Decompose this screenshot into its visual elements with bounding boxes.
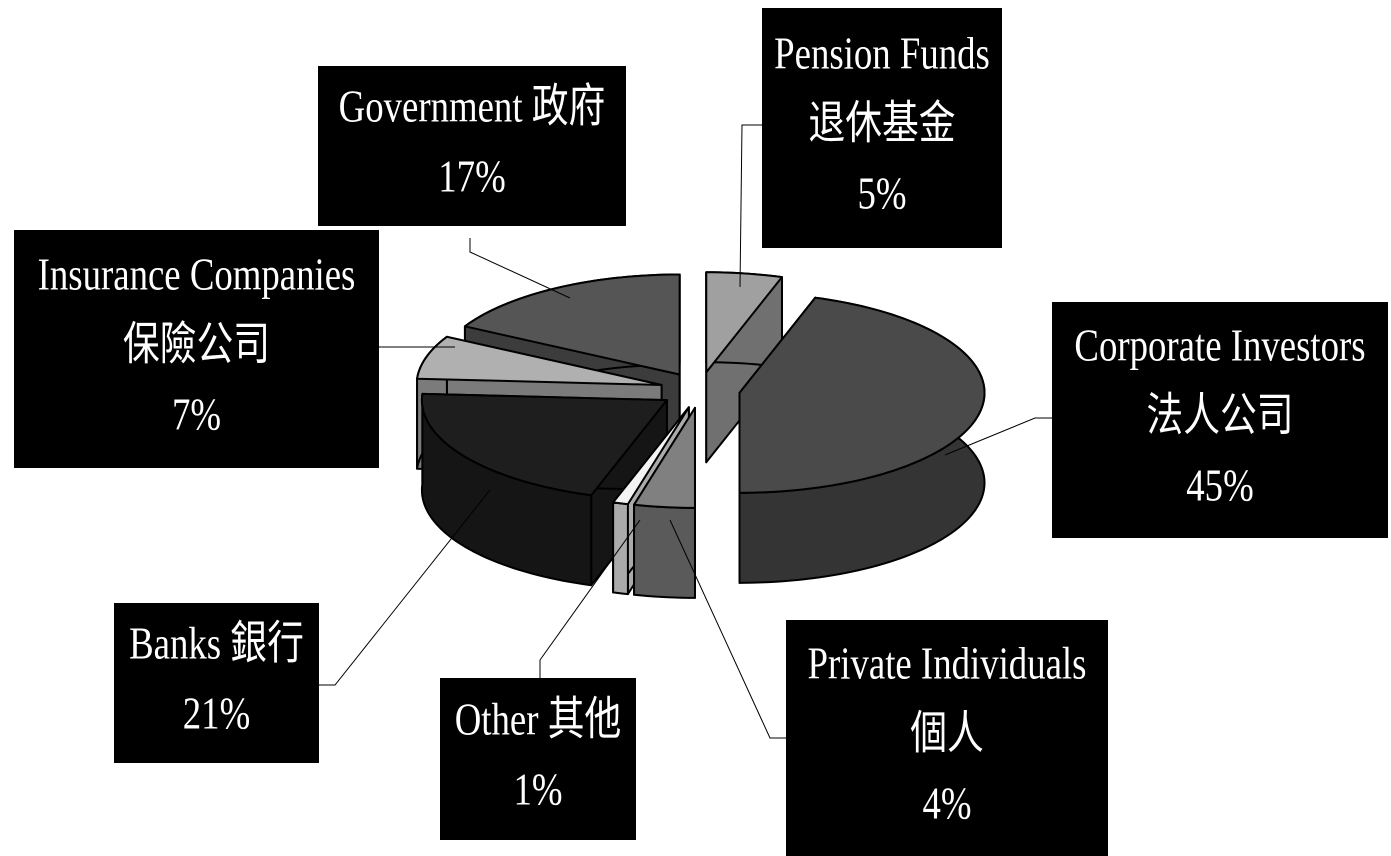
slice-top	[705, 271, 783, 374]
leader-line	[739, 124, 762, 288]
label-line: Corporate Investors	[1074, 321, 1365, 372]
data-label: Private Individuals 個人 4%	[786, 620, 1108, 856]
pie-slice	[420, 392, 668, 587]
pie	[416, 271, 986, 599]
value-label: 45%	[1186, 461, 1253, 512]
pie-slice	[738, 296, 986, 584]
label-box	[440, 678, 636, 840]
label-line: 45%	[1186, 461, 1253, 512]
slice-top	[420, 392, 668, 497]
slice-top	[463, 273, 681, 376]
label-box	[14, 230, 379, 468]
value-label: 21%	[183, 689, 250, 740]
slice-top	[633, 406, 696, 509]
slice-top	[612, 406, 690, 506]
label-line: 4%	[922, 779, 971, 830]
category-label: Private Individuals	[808, 639, 1087, 690]
category-label: 法人公司	[1146, 391, 1293, 442]
category-label: Government 政府	[339, 81, 606, 133]
leader-line	[539, 519, 641, 678]
label-line: 法人公司	[1146, 391, 1293, 442]
label-box	[786, 620, 1108, 856]
leader-line	[669, 519, 786, 739]
data-label: Government 政府 17%	[318, 66, 626, 226]
value-label: 5%	[857, 169, 906, 220]
label-line: Other 其他	[455, 695, 622, 746]
value-label: 1%	[513, 765, 562, 816]
category-label: Insurance Companies	[38, 250, 356, 301]
label-line: Insurance Companies	[38, 250, 356, 301]
slice-wall	[633, 503, 696, 599]
data-label: Banks 銀行 21%	[114, 603, 319, 763]
pie-slice	[633, 406, 696, 599]
label-box	[1052, 302, 1388, 538]
leader-line	[319, 489, 491, 686]
label-line: 保險公司	[123, 319, 270, 371]
value-label: 7%	[172, 390, 221, 441]
data-label: Pension Funds 退休基金 5%	[762, 8, 1002, 248]
data-label: Insurance Companies 保險公司 7%	[14, 230, 379, 468]
label-line: 退休基金	[808, 98, 955, 150]
label-line: 7%	[172, 390, 221, 441]
category-label: Corporate Investors	[1074, 321, 1365, 372]
data-label: Corporate Investors 法人公司 45%	[1052, 302, 1388, 538]
data-label: Other 其他 1%	[440, 678, 636, 840]
slice-top	[738, 296, 986, 494]
label-line: Government 政府	[339, 81, 606, 133]
label-line: 個人	[910, 709, 984, 760]
label-line: 21%	[183, 689, 250, 740]
label-box	[114, 603, 319, 763]
leader-line	[944, 417, 1052, 456]
category-label: Other 其他	[455, 695, 622, 746]
category-label: 保險公司	[123, 319, 270, 371]
label-line: 17%	[438, 152, 505, 203]
leader-line	[469, 238, 571, 299]
label-box	[762, 8, 1002, 248]
label-line: 5%	[857, 169, 906, 220]
label-line: Pension Funds	[774, 29, 990, 80]
label-line: Banks 銀行	[129, 619, 304, 670]
category-label: Banks 銀行	[129, 619, 304, 670]
value-label: 17%	[438, 152, 505, 203]
value-label: 4%	[922, 779, 971, 830]
category-label: 個人	[910, 709, 984, 760]
label-box	[318, 66, 626, 226]
category-label: Pension Funds	[774, 29, 990, 80]
slice-wall	[612, 501, 629, 596]
slice-top	[416, 335, 663, 386]
category-label: 退休基金	[808, 98, 955, 150]
label-line: Private Individuals	[808, 639, 1087, 690]
label-line: 1%	[513, 765, 562, 816]
